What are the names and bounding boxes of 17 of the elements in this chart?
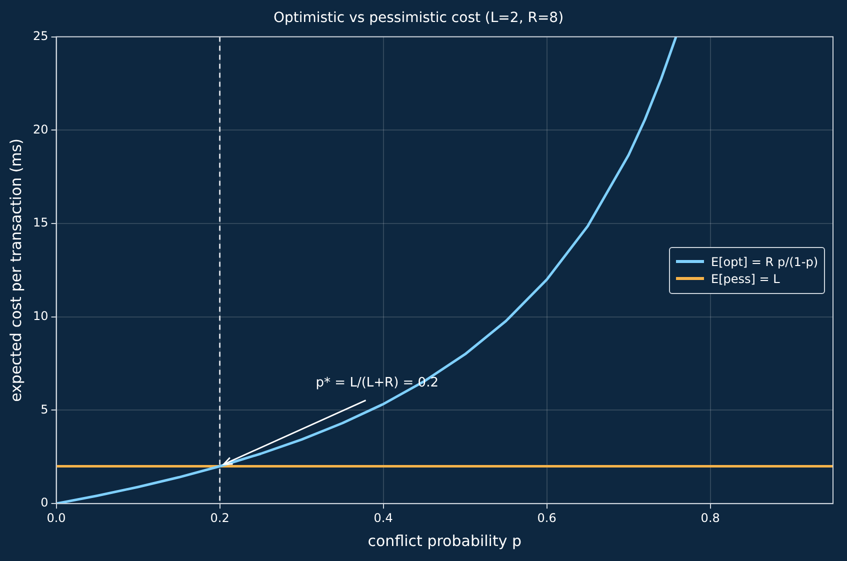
legend-label: E[opt] = R p/(1-p) <box>711 254 818 269</box>
x-tick-label: 0.2 <box>210 510 230 525</box>
y-tick-label: 15 <box>32 216 48 230</box>
x-tick-label: 0.8 <box>700 510 720 525</box>
y-tick-label: 20 <box>32 122 48 136</box>
x-axis-title: conflict probability p <box>368 532 522 550</box>
x-tick-label: 0.4 <box>374 510 393 525</box>
y-axis-title: expected cost per transaction (ms) <box>6 138 25 402</box>
legend-label: E[pess] = L <box>711 272 780 286</box>
annotation: p* = L/(L+R) = 0.2 <box>316 375 438 390</box>
x-tick-label: 0.0 <box>46 510 66 525</box>
y-tick-label: 25 <box>32 28 48 43</box>
x-tick-label: 0.6 <box>537 510 556 525</box>
y-tick-label: 0 <box>40 496 48 510</box>
y-tick-label: 10 <box>32 309 48 324</box>
y-tick-label: 5 <box>40 402 48 416</box>
chart-title: Optimistic vs pessimistic cost (L=2, R=8) <box>273 10 564 26</box>
